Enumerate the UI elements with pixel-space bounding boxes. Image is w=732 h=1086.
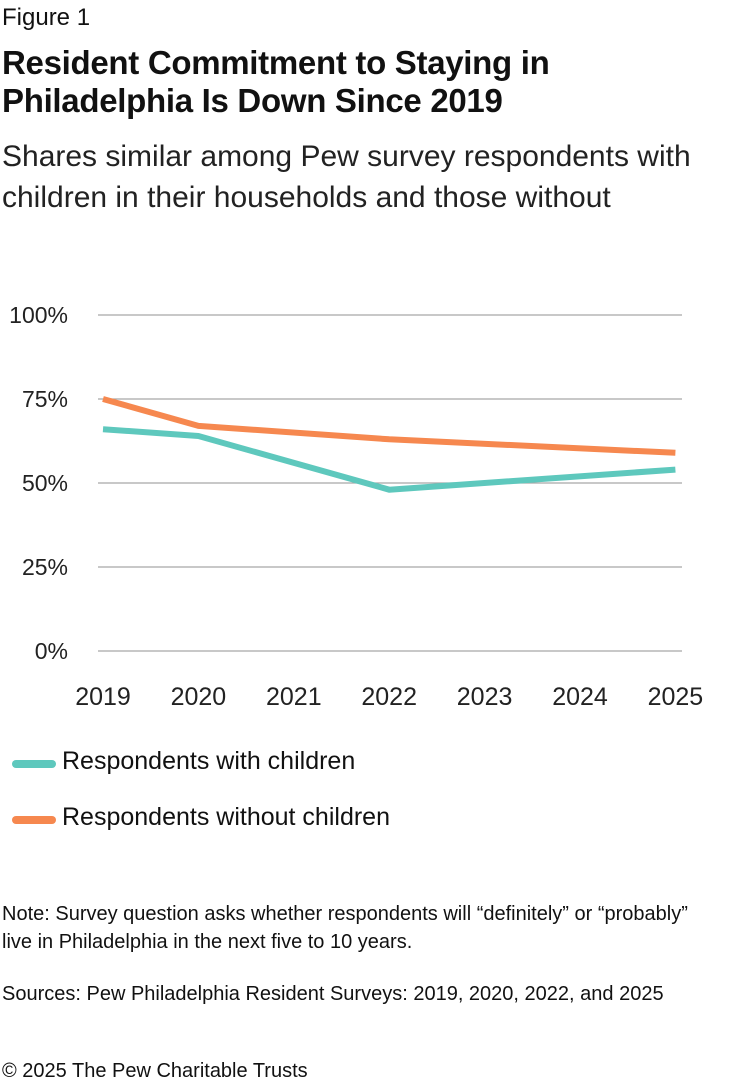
chart-title: Resident Commitment to Staying in Philad… bbox=[2, 44, 550, 119]
chart-subtitle: Shares similar among Pew survey responde… bbox=[2, 140, 691, 214]
x-tick-label: 2022 bbox=[361, 683, 417, 711]
x-tick-label: 2020 bbox=[171, 683, 227, 711]
y-tick-label: 50% bbox=[22, 470, 68, 496]
legend-label-without-children: Respondents without children bbox=[62, 803, 390, 831]
y-tick-label: 100% bbox=[9, 302, 68, 328]
x-tick-label: 2023 bbox=[457, 683, 513, 711]
chart-note: Note: Survey question asks whether respo… bbox=[2, 903, 688, 953]
x-tick-label: 2025 bbox=[648, 683, 704, 711]
legend-swatch-without-children bbox=[12, 816, 56, 824]
figure-label: Figure 1 bbox=[2, 4, 91, 31]
line-chart: 0% 25% 50% 75% 100% 2019 2020 2021 2022 2023 2024 2… bbox=[9, 302, 704, 711]
series-line-with-children bbox=[102, 426, 676, 493]
x-tick-label: 2024 bbox=[552, 683, 608, 711]
x-tick-label: 2019 bbox=[75, 683, 131, 711]
y-tick-label: 75% bbox=[22, 386, 68, 412]
chart-sources: Sources: Pew Philadelphia Resident Surve… bbox=[2, 983, 664, 1005]
y-tick-label: 25% bbox=[22, 554, 68, 580]
y-tick-label: 0% bbox=[35, 638, 68, 664]
series-line-without-children bbox=[102, 396, 676, 456]
legend-swatch-with-children bbox=[12, 760, 56, 768]
legend-label-with-children: Respondents with children bbox=[62, 747, 356, 775]
copyright: © 2025 The Pew Charitable Trusts bbox=[2, 1060, 308, 1082]
x-tick-label: 2021 bbox=[266, 683, 322, 711]
